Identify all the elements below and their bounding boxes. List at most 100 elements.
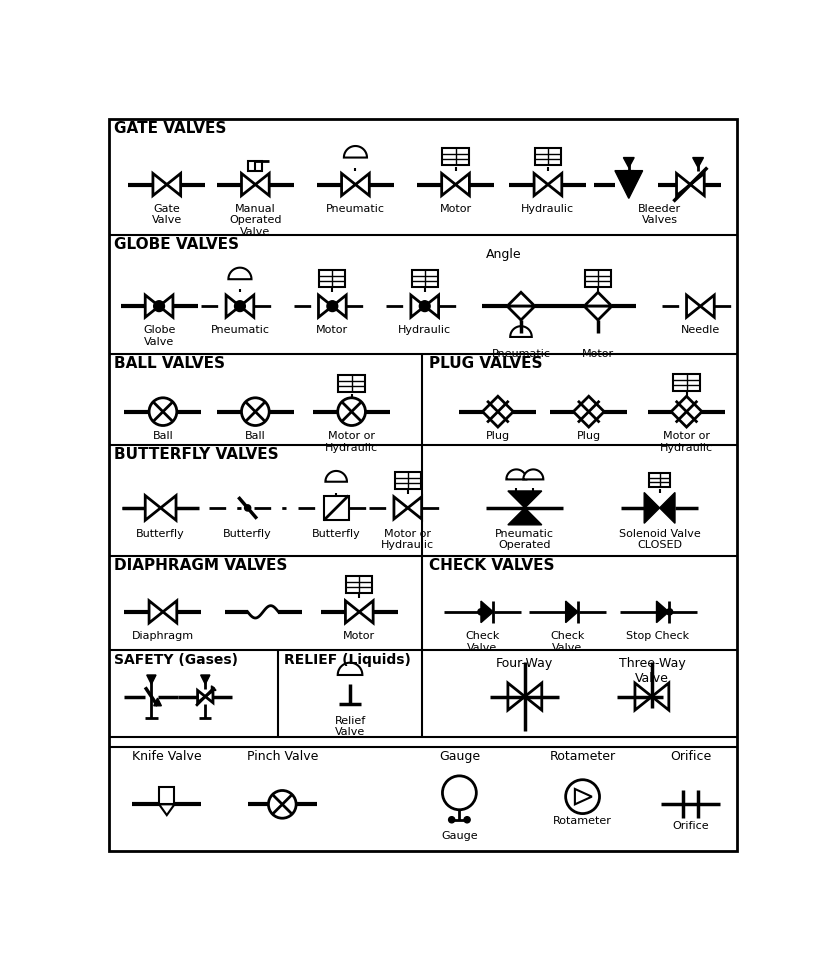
- Text: Pneumatic
Operated: Pneumatic Operated: [495, 529, 554, 550]
- Polygon shape: [584, 306, 612, 320]
- Text: Gate
Valve: Gate Valve: [152, 204, 182, 226]
- Polygon shape: [700, 295, 714, 317]
- Text: Butterfly: Butterfly: [136, 529, 185, 539]
- Text: Manual
Operated
Valve: Manual Operated Valve: [229, 204, 281, 237]
- Polygon shape: [145, 495, 161, 520]
- Polygon shape: [147, 675, 156, 684]
- Polygon shape: [242, 174, 256, 196]
- Bar: [248, 161, 262, 171]
- Polygon shape: [159, 295, 173, 317]
- Polygon shape: [256, 174, 269, 196]
- Polygon shape: [346, 601, 360, 623]
- Text: Angle: Angle: [487, 249, 522, 261]
- Polygon shape: [644, 492, 660, 523]
- Circle shape: [442, 776, 476, 809]
- Polygon shape: [508, 491, 542, 508]
- Text: Motor: Motor: [316, 325, 348, 335]
- Polygon shape: [394, 497, 408, 519]
- Text: Solenoid Valve
CLOSED: Solenoid Valve CLOSED: [619, 529, 700, 550]
- Text: GLOBE VALVES: GLOBE VALVES: [115, 237, 239, 252]
- Polygon shape: [145, 295, 159, 317]
- Text: Hydraulic: Hydraulic: [398, 325, 451, 335]
- Polygon shape: [523, 469, 544, 479]
- Polygon shape: [507, 292, 535, 306]
- Text: Rotameter: Rotameter: [553, 816, 612, 826]
- Text: Pinch Valve: Pinch Valve: [247, 751, 318, 763]
- Text: Ball: Ball: [245, 431, 266, 441]
- Text: Needle: Needle: [681, 325, 720, 335]
- Text: Motor or
Hydraulic: Motor or Hydraulic: [381, 529, 434, 550]
- Polygon shape: [507, 469, 526, 479]
- Polygon shape: [342, 174, 356, 196]
- Text: Rotameter: Rotameter: [549, 751, 615, 763]
- Polygon shape: [660, 492, 675, 523]
- Text: Motor or
Hydraulic: Motor or Hydraulic: [325, 431, 378, 452]
- Circle shape: [149, 397, 177, 425]
- Text: Gauge: Gauge: [441, 831, 478, 841]
- Text: Gauge: Gauge: [439, 751, 480, 763]
- Text: PLUG VALVES: PLUG VALVES: [429, 356, 542, 372]
- Polygon shape: [676, 174, 691, 196]
- Polygon shape: [198, 690, 205, 703]
- Polygon shape: [153, 174, 167, 196]
- Text: Knife Valve: Knife Valve: [132, 751, 201, 763]
- Polygon shape: [615, 171, 643, 199]
- Polygon shape: [686, 295, 700, 317]
- Text: Motor or
Hydraulic: Motor or Hydraulic: [660, 431, 713, 452]
- Polygon shape: [360, 601, 373, 623]
- Polygon shape: [211, 685, 216, 690]
- Polygon shape: [332, 295, 346, 317]
- Text: Diaphragm: Diaphragm: [132, 631, 194, 641]
- Text: Pneumatic: Pneumatic: [326, 204, 385, 214]
- Bar: [442, 148, 469, 165]
- Bar: [648, 473, 671, 487]
- Bar: [585, 270, 611, 287]
- Polygon shape: [205, 690, 213, 703]
- Circle shape: [153, 300, 164, 312]
- Polygon shape: [510, 326, 532, 337]
- Polygon shape: [356, 174, 370, 196]
- Circle shape: [478, 609, 484, 615]
- Text: Orifice: Orifice: [672, 822, 709, 831]
- Circle shape: [464, 817, 470, 823]
- Text: DIAPHRAGM VALVES: DIAPHRAGM VALVES: [115, 558, 288, 573]
- Polygon shape: [149, 601, 163, 623]
- Text: Motor: Motor: [440, 204, 472, 214]
- Bar: [324, 495, 348, 520]
- Bar: [338, 375, 365, 393]
- Polygon shape: [425, 295, 439, 317]
- Polygon shape: [240, 295, 254, 317]
- Text: RELIEF (Liquids): RELIEF (Liquids): [284, 653, 411, 666]
- Polygon shape: [159, 804, 175, 815]
- Text: Motor: Motor: [582, 348, 614, 358]
- Polygon shape: [657, 601, 669, 623]
- Polygon shape: [318, 295, 332, 317]
- Circle shape: [234, 300, 245, 312]
- Text: Bleeder
Valves: Bleeder Valves: [638, 204, 681, 226]
- Polygon shape: [624, 157, 634, 168]
- Polygon shape: [161, 495, 176, 520]
- Polygon shape: [566, 601, 578, 623]
- Bar: [394, 471, 421, 489]
- Text: Check
Valve: Check Valve: [550, 631, 584, 653]
- Polygon shape: [408, 497, 422, 519]
- Polygon shape: [344, 146, 367, 157]
- Polygon shape: [483, 396, 513, 427]
- Circle shape: [667, 609, 672, 615]
- Bar: [159, 787, 175, 804]
- Polygon shape: [508, 683, 525, 710]
- Text: BALL VALVES: BALL VALVES: [115, 356, 225, 372]
- Polygon shape: [226, 295, 240, 317]
- Polygon shape: [691, 174, 705, 196]
- Text: Three-Way
Valve: Three-Way Valve: [619, 657, 686, 684]
- Circle shape: [242, 397, 269, 425]
- Text: SAFETY (Gases): SAFETY (Gases): [115, 653, 238, 666]
- Polygon shape: [635, 683, 652, 710]
- Polygon shape: [153, 698, 162, 706]
- Polygon shape: [441, 174, 455, 196]
- Polygon shape: [575, 789, 592, 804]
- Circle shape: [419, 300, 430, 312]
- Polygon shape: [455, 174, 469, 196]
- Polygon shape: [548, 174, 562, 196]
- Bar: [673, 374, 700, 391]
